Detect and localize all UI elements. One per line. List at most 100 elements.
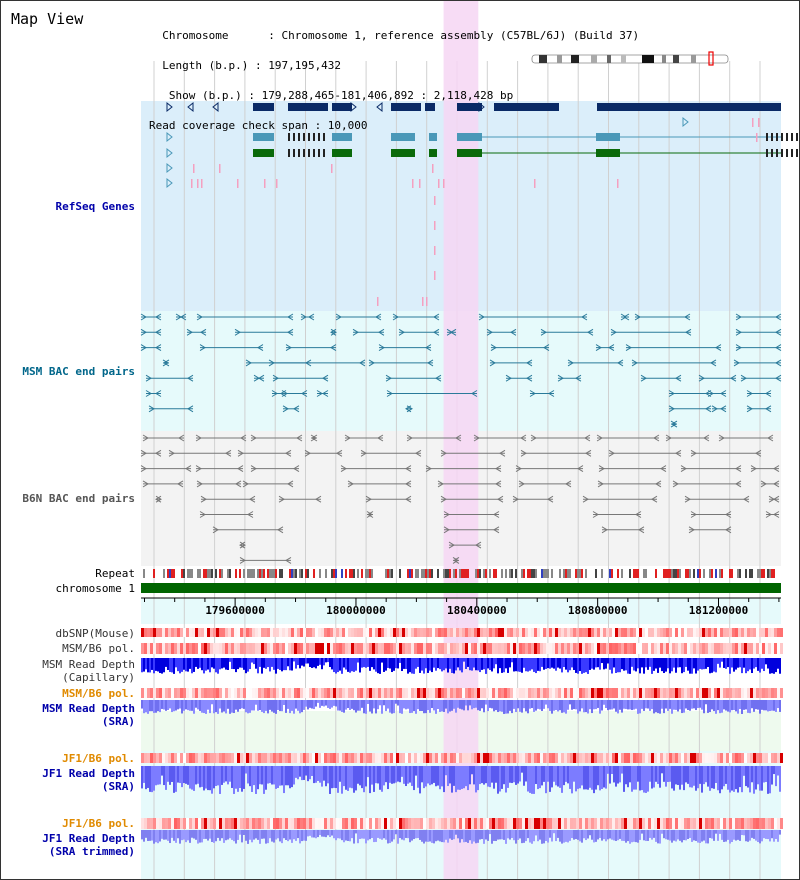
heat-cell bbox=[144, 753, 147, 763]
heat-cell bbox=[171, 753, 174, 763]
heat-cell bbox=[504, 753, 507, 763]
depth-bar bbox=[293, 658, 295, 662]
depth-bar bbox=[541, 658, 543, 667]
depth-bar bbox=[557, 658, 559, 668]
depth-bar bbox=[443, 700, 445, 712]
heat-cell bbox=[360, 643, 363, 654]
depth-bar bbox=[351, 830, 353, 839]
depth-bar bbox=[453, 658, 455, 674]
heat-cell bbox=[699, 688, 702, 698]
gene-exon-tick bbox=[766, 133, 768, 141]
repeat-element bbox=[749, 569, 751, 578]
depth-bar bbox=[231, 766, 233, 788]
depth-bar bbox=[417, 658, 419, 667]
depth-bar bbox=[195, 766, 197, 785]
repeat-element bbox=[365, 569, 367, 578]
heat-cell bbox=[417, 688, 420, 698]
depth-bar bbox=[425, 700, 427, 714]
depth-bar bbox=[429, 766, 431, 786]
heat-cell bbox=[540, 753, 543, 763]
bac-end-marker bbox=[635, 511, 642, 518]
depth-bar bbox=[537, 766, 539, 790]
heat-cell bbox=[753, 688, 756, 698]
bac-end-marker bbox=[235, 480, 242, 488]
heat-cell bbox=[363, 688, 366, 698]
heat-cell bbox=[507, 628, 510, 637]
bac-end-marker bbox=[258, 374, 265, 382]
depth-bar bbox=[489, 830, 491, 835]
depth-bar bbox=[145, 700, 147, 713]
heat-cell bbox=[747, 688, 750, 698]
depth-bar bbox=[517, 700, 519, 709]
depth-bar bbox=[585, 830, 587, 841]
depth-bar bbox=[499, 700, 501, 712]
depth-bar bbox=[503, 766, 505, 785]
depth-bar bbox=[423, 658, 425, 674]
heat-cell bbox=[759, 818, 762, 829]
heat-cell bbox=[531, 818, 534, 829]
heat-cell bbox=[393, 688, 396, 698]
depth-bar bbox=[763, 830, 765, 839]
bac-end-marker bbox=[634, 313, 641, 321]
bac-end-marker bbox=[638, 526, 645, 534]
bac-end-marker bbox=[180, 313, 187, 321]
heat-cell bbox=[327, 628, 330, 637]
track-label-refseq[interactable]: RefSeq Genes bbox=[55, 200, 135, 213]
heat-cell bbox=[702, 643, 705, 654]
heat-cell bbox=[156, 753, 159, 763]
depth-bar bbox=[389, 830, 391, 844]
depth-bar bbox=[221, 766, 223, 785]
bac-end-marker bbox=[733, 359, 740, 367]
bac-end-marker bbox=[587, 328, 594, 336]
depth-bar bbox=[683, 830, 685, 841]
heat-cell bbox=[768, 643, 771, 654]
depth-bar bbox=[447, 658, 449, 673]
depth-bar bbox=[429, 830, 431, 842]
heat-cell bbox=[480, 688, 483, 698]
heat-cell bbox=[228, 818, 231, 829]
depth-bar bbox=[397, 830, 399, 844]
depth-bar bbox=[315, 766, 317, 783]
heat-cell bbox=[462, 688, 465, 698]
heat-cell bbox=[654, 628, 657, 637]
bac-end-marker bbox=[239, 541, 246, 549]
depth-bar bbox=[401, 658, 403, 672]
repeat-element bbox=[745, 569, 747, 578]
heat-cell bbox=[678, 753, 681, 763]
heat-cell bbox=[342, 628, 345, 637]
heat-cell bbox=[153, 628, 156, 637]
heat-cell bbox=[300, 628, 303, 637]
depth-bar bbox=[595, 830, 597, 842]
heat-cell bbox=[381, 628, 384, 637]
depth-bar bbox=[531, 658, 533, 670]
heat-cell bbox=[444, 753, 447, 763]
heat-cell bbox=[276, 818, 279, 829]
heat-cell bbox=[231, 643, 234, 654]
gene-exon-tick bbox=[308, 133, 310, 141]
heat-cell bbox=[567, 628, 570, 637]
depth-bar bbox=[423, 700, 425, 714]
depth-bar bbox=[683, 658, 685, 673]
depth-bar bbox=[145, 658, 147, 670]
depth-bar bbox=[399, 830, 401, 839]
bac-end-marker bbox=[278, 495, 285, 503]
track-label-b6n-bac[interactable]: B6N BAC end pairs bbox=[22, 492, 135, 505]
depth-bar bbox=[377, 658, 379, 674]
depth-bar bbox=[315, 830, 317, 839]
depth-bar bbox=[405, 830, 407, 838]
depth-bar bbox=[745, 830, 747, 842]
depth-bar bbox=[165, 830, 167, 840]
heat-cell bbox=[696, 688, 699, 698]
bac-end-marker bbox=[740, 374, 747, 382]
depth-bar bbox=[161, 700, 163, 709]
track-label-msm-bac[interactable]: MSM BAC end pairs bbox=[22, 365, 135, 378]
heat-cell bbox=[696, 628, 699, 637]
gene-exon bbox=[253, 149, 274, 157]
depth-bar bbox=[243, 830, 245, 836]
bac-end-marker bbox=[575, 374, 582, 382]
gene-exon bbox=[332, 149, 352, 157]
repeat-element bbox=[693, 569, 695, 578]
heat-cell bbox=[717, 628, 720, 637]
bac-end-marker bbox=[425, 344, 432, 352]
